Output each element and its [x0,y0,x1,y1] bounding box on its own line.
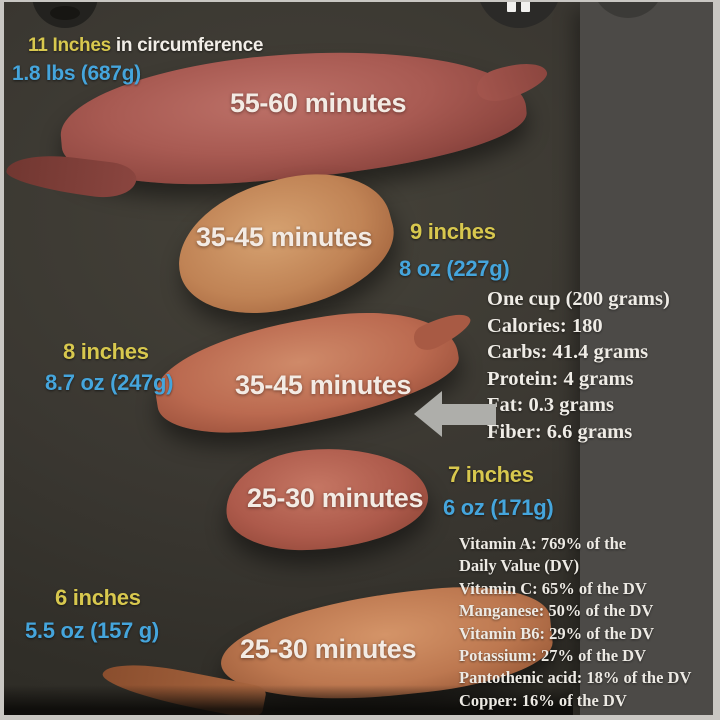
nutrition-panel: One cup (200 grams) Calories: 180 Carbs:… [487,286,670,445]
potato-2-weight-label: 8 oz (227g) [399,256,510,281]
nutrition-line-carbs: Carbs: 41.4 grams [487,341,649,363]
arrow-left-shaft [440,404,496,425]
potato-4-time-label: 25-30 minutes [247,483,424,513]
potato-1-size-label: 11 Inches in circumference [28,35,263,57]
vitamin-a-line-2: Daily Value (DV) [459,556,580,576]
manganese-line: Manganese: 50% of the DV [459,601,654,621]
potato-1-time-label: 55-60 minutes [230,88,407,118]
potato-5-time-label: 25-30 minutes [240,634,417,664]
copper-line: Copper: 16% of the DV [459,690,627,710]
potato-5-weight-label: 5.5 oz (157 g) [25,618,159,643]
potato-1-size-value: 11 Inches [28,35,111,56]
nutrition-line-protein: Protein: 4 grams [487,367,634,390]
potassium-line: Potassium: 27% of the DV [459,646,646,666]
potato-3-weight-label: 8.7 oz (247g) [45,370,174,395]
nutrition-title: One cup (200 grams) [487,288,670,310]
pause-icon [521,2,530,12]
profile-circle [32,2,98,28]
potato-1-weight-label: 1.8 lbs (687g) [12,62,141,85]
potato-4-weight-label: 6 oz (171g) [443,495,554,520]
potato-3-size-label: 8 inches [63,339,149,364]
vitamin-b6-line: Vitamin B6: 29% of the DV [459,623,655,643]
photo-bottom-vignette [4,685,573,715]
nutrition-line-fat: Fat: 0.3 grams [487,394,614,416]
side-panel-background [580,2,713,715]
pause-button[interactable] [477,2,561,28]
potato-3-time-label: 35-45 minutes [235,370,412,400]
sweet-potato-photo: 11 Inches in circumference 1.8 lbs (687g… [4,2,713,715]
pause-icon [507,2,516,12]
vitamin-a-line: Vitamin A: 769% of the [459,534,627,553]
potato-1-size-suffix: in circumference [110,35,264,56]
nutrition-line-fiber: Fiber: 6.6 grams [487,420,633,443]
vitamins-panel: Vitamin A: 769% of the Daily Value (DV) … [459,533,691,712]
potato-2-size-label: 9 inches [410,219,496,244]
potato-2-time-label: 35-45 minutes [196,222,373,252]
pantothenic-acid-line: Pantothenic acid: 18% of the DV [459,668,692,688]
nutrition-line-calories: Calories: 180 [487,314,603,337]
arrow-left-head [414,391,442,437]
potato-4-size-label: 7 inches [448,462,534,487]
vitamin-c-line: Vitamin C: 65% of the DV [459,578,647,598]
potato-5-size-label: 6 inches [55,585,141,610]
